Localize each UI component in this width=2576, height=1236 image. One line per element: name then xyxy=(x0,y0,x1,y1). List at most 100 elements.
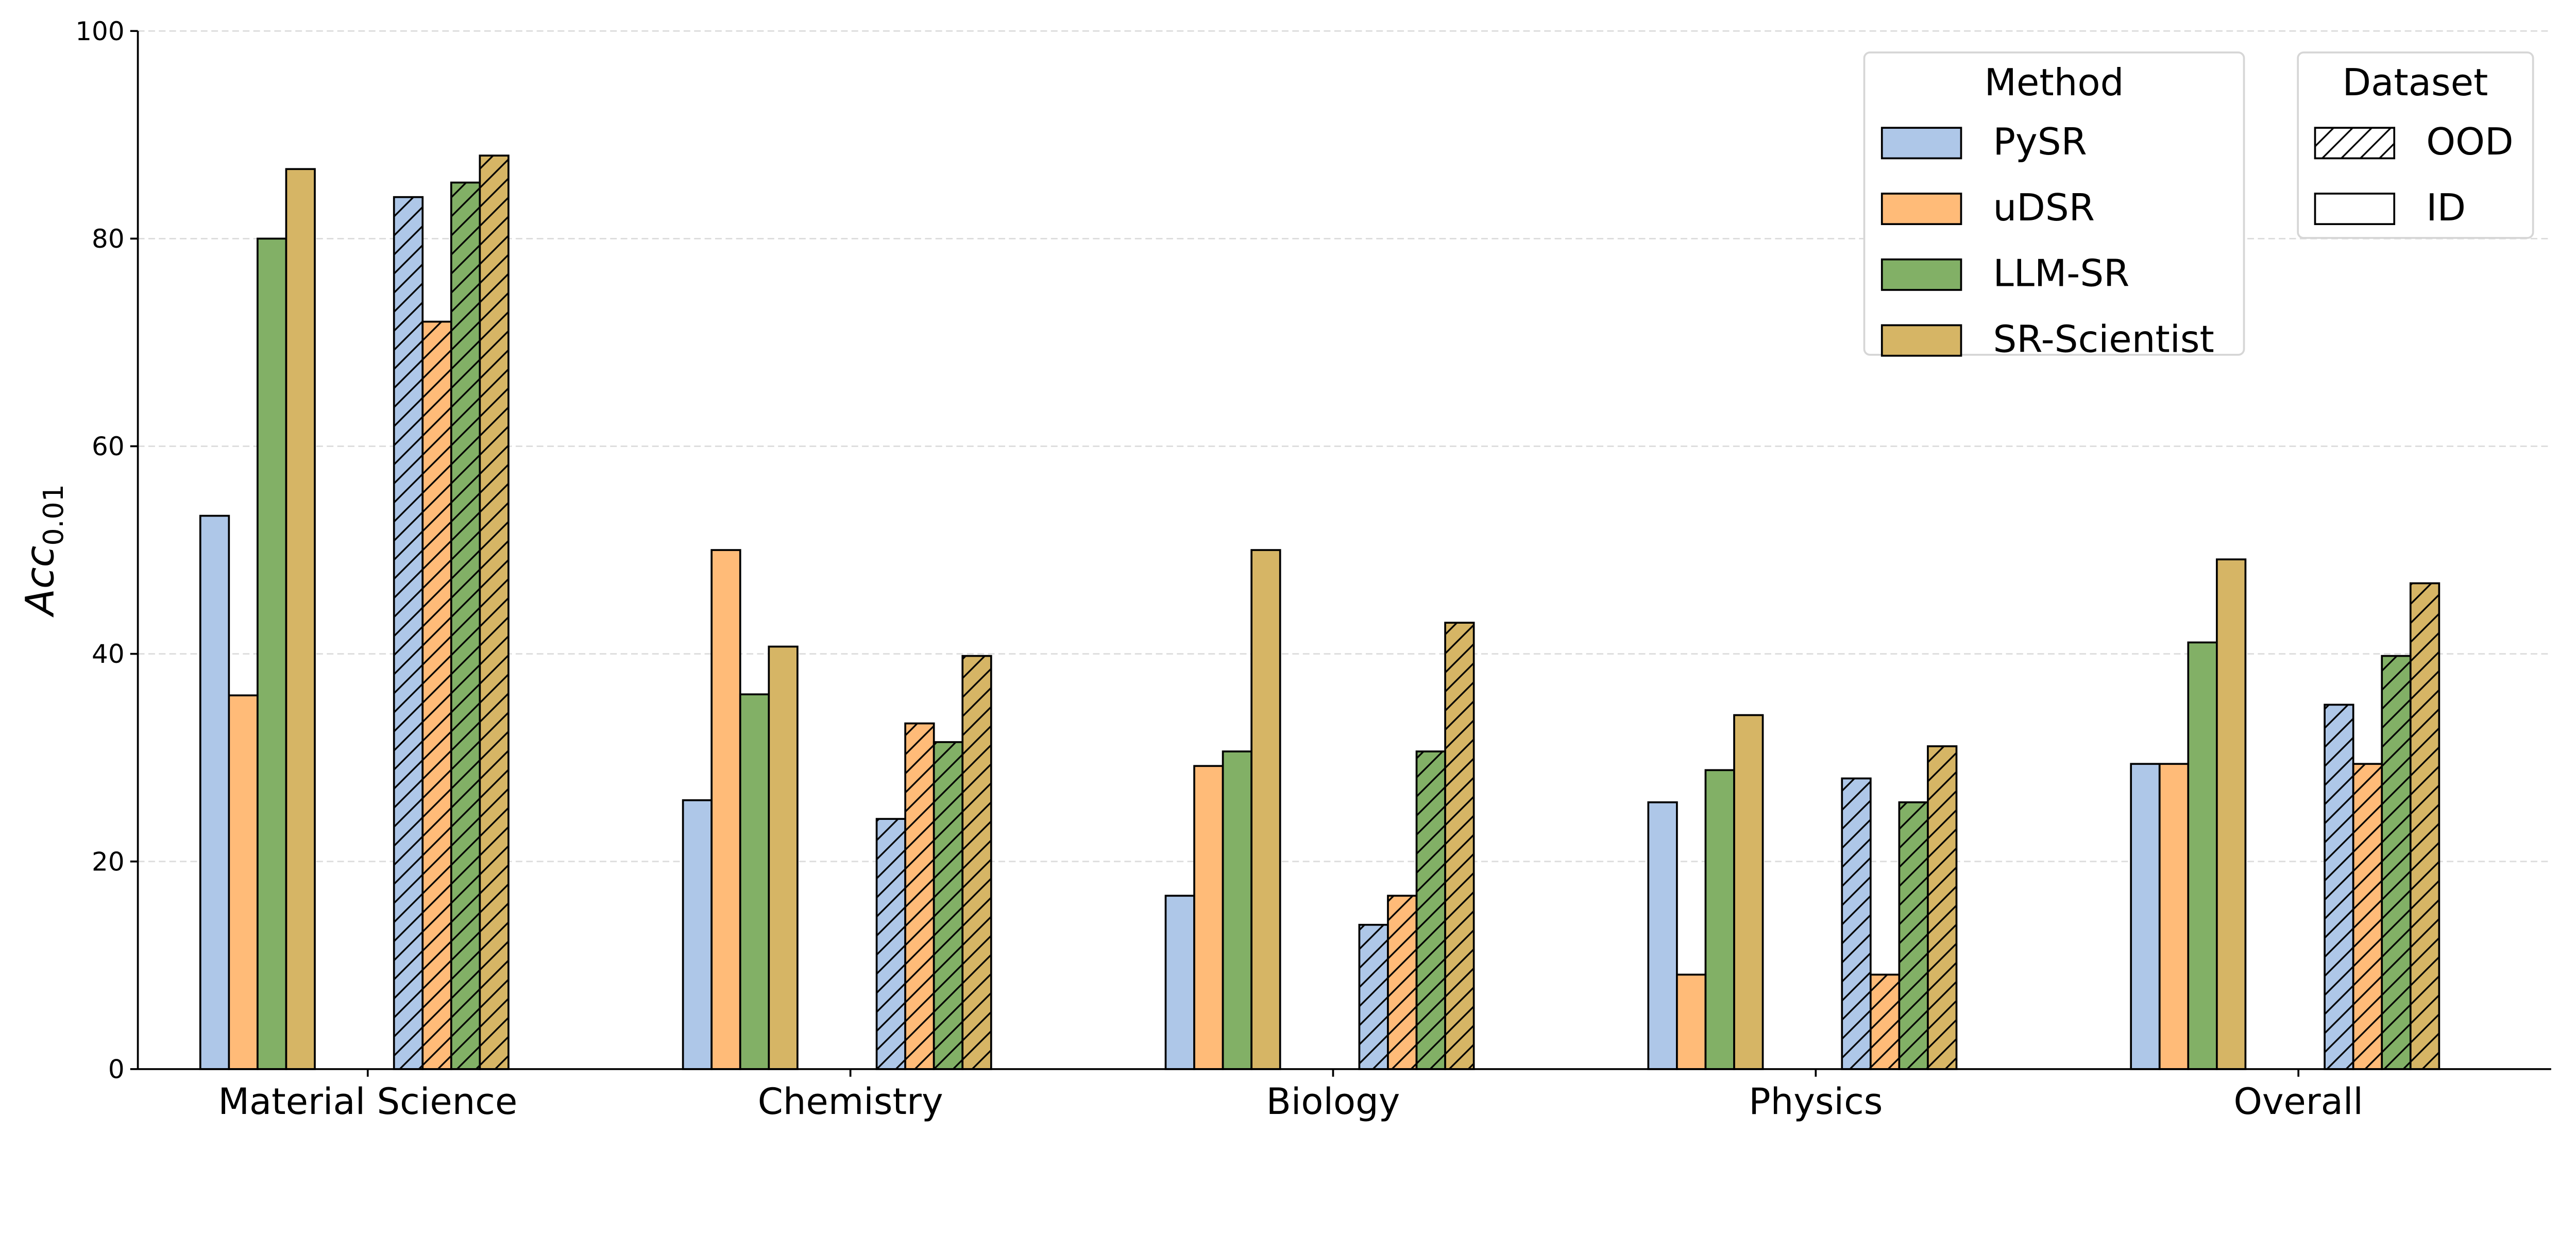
bar-udsr-id xyxy=(1676,973,1707,1070)
bar-hatch xyxy=(422,321,451,1069)
bar-llm-sr-id xyxy=(1222,750,1253,1070)
bar-pysr-ood xyxy=(875,818,906,1070)
y-axis-label-main: Acc xyxy=(18,546,63,618)
bar-llm-sr-id xyxy=(1704,769,1735,1070)
bar-udsr-id xyxy=(710,549,741,1070)
legend-item-sr-scientist: SR-Scientist xyxy=(1880,318,2214,361)
y-tick-label: 100 xyxy=(75,16,124,46)
legend-dataset-frame xyxy=(2297,51,2534,239)
x-tick-label: Overall xyxy=(2233,1080,2363,1123)
bar-fill xyxy=(229,695,258,1069)
bar-udsr-ood xyxy=(904,722,935,1070)
bar-pysr-ood xyxy=(2324,703,2354,1070)
legend-label: ID xyxy=(2426,186,2466,230)
bar-hatch xyxy=(1899,802,1928,1069)
bar-llm-sr-id xyxy=(257,237,287,1070)
bar-hatch xyxy=(2353,764,2382,1069)
bar-llm-sr-ood xyxy=(933,741,964,1070)
bar-fill xyxy=(2216,559,2246,1069)
y-ticks: 0 20 40 60 80 100 xyxy=(75,16,138,1085)
bar-udsr-ood xyxy=(1387,895,1418,1070)
bar-pysr-ood xyxy=(1358,923,1389,1070)
bar-fill xyxy=(2159,764,2189,1069)
bar-sr-scientist-ood xyxy=(1444,622,1475,1070)
bar-hatch xyxy=(1359,924,1388,1069)
bar-hatch xyxy=(905,723,934,1069)
bar-fill xyxy=(1676,974,1706,1069)
bar-fill xyxy=(2188,642,2217,1069)
legend-swatch xyxy=(1880,127,1962,160)
bar-pysr-id xyxy=(682,799,713,1070)
y-tick-label: 0 xyxy=(108,1055,125,1085)
bar-llm-sr-ood xyxy=(1898,801,1929,1070)
bar-fill xyxy=(286,169,315,1069)
legend-method-items: PySR uDSR LLM-SR SR-Scientist xyxy=(1880,121,2214,361)
bar-hatch xyxy=(480,156,509,1069)
bar-hatch xyxy=(451,182,480,1069)
bar-sr-scientist-ood xyxy=(479,154,510,1070)
bar-sr-scientist-id xyxy=(768,645,799,1070)
bar-sr-scientist-ood xyxy=(1927,745,1958,1070)
y-tick-label: 20 xyxy=(92,847,125,877)
legend-label: LLM-SR xyxy=(1993,252,2130,296)
bar-fill xyxy=(711,550,740,1069)
bar-sr-scientist-id xyxy=(2216,558,2247,1070)
bar-fill xyxy=(257,238,286,1069)
bar-sr-scientist-ood xyxy=(2409,582,2441,1070)
x-tick-label: Physics xyxy=(1749,1080,1883,1123)
bar-llm-sr-ood xyxy=(450,181,481,1070)
bar-pysr-id xyxy=(1647,801,1678,1070)
bar-udsr-ood xyxy=(2352,763,2383,1070)
x-ticks: Material Science Chemistry Biology Physics O… xyxy=(218,1069,2363,1123)
bar-hatch xyxy=(1842,778,1871,1069)
bar-hatch xyxy=(1870,974,1900,1069)
legend-dataset: Dataset OOD ID xyxy=(2297,51,2534,239)
bar-udsr-ood xyxy=(1869,973,1901,1070)
bar-llm-sr-ood xyxy=(1415,750,1446,1070)
legend-item-ood: OOD xyxy=(2314,121,2514,164)
bar-fill xyxy=(683,800,712,1069)
legend-label: OOD xyxy=(2426,121,2513,164)
x-tick-label: Biology xyxy=(1266,1080,1400,1123)
bar-hatch xyxy=(1445,623,1474,1069)
bar-fill xyxy=(740,694,769,1069)
bar-fill xyxy=(1734,715,1763,1069)
legend-method-title: Method xyxy=(1985,61,2124,105)
bar-pysr-ood xyxy=(393,196,424,1070)
x-tick-label: Material Science xyxy=(218,1080,517,1123)
bar-udsr-id xyxy=(1193,765,1224,1070)
legend-swatch xyxy=(1880,193,1962,226)
bar-llm-sr-id xyxy=(739,693,770,1070)
x-tick-label: Chemistry xyxy=(758,1080,943,1123)
bar-udsr-id xyxy=(228,694,259,1070)
bar-hatch xyxy=(1387,896,1417,1069)
bar-sr-scientist-id xyxy=(285,168,316,1070)
bar-fill xyxy=(1705,770,1735,1069)
legend-dataset-title: Dataset xyxy=(2343,61,2488,105)
bar-fill xyxy=(1223,751,1252,1069)
legend-swatch xyxy=(1880,324,1962,357)
bar-fill xyxy=(1165,896,1195,1069)
bar-llm-sr-id xyxy=(2187,641,2218,1070)
legend-item-id: ID xyxy=(2314,186,2466,230)
bars xyxy=(199,154,2441,1070)
bar-udsr-id xyxy=(2158,763,2190,1070)
bar-chart: 0 20 40 60 80 100 Material Science Chemistry Bi… xyxy=(18,16,2551,1123)
bar-fill xyxy=(2131,764,2160,1069)
y-axis-label: Acc0.01 xyxy=(18,484,70,618)
legend-item-llm-sr: LLM-SR xyxy=(1880,252,2130,296)
bar-fill xyxy=(769,646,798,1069)
bar-hatch xyxy=(394,197,423,1069)
legend-item-udsr: uDSR xyxy=(1880,186,2095,230)
bar-sr-scientist-id xyxy=(1250,549,1281,1070)
bar-pysr-id xyxy=(199,514,230,1070)
bar-hatch xyxy=(876,819,906,1069)
y-tick-label: 80 xyxy=(92,224,125,254)
y-axis-label-subscript: 0.01 xyxy=(37,484,70,546)
bar-hatch xyxy=(2382,656,2411,1069)
bar-pysr-ood xyxy=(1841,777,1872,1070)
legend-swatch xyxy=(1880,258,1962,291)
legend-method: Method PySR uDSR LLM-SR SR-Scientist xyxy=(1863,51,2245,361)
legend-swatch xyxy=(2314,193,2396,226)
bar-udsr-ood xyxy=(421,320,452,1070)
